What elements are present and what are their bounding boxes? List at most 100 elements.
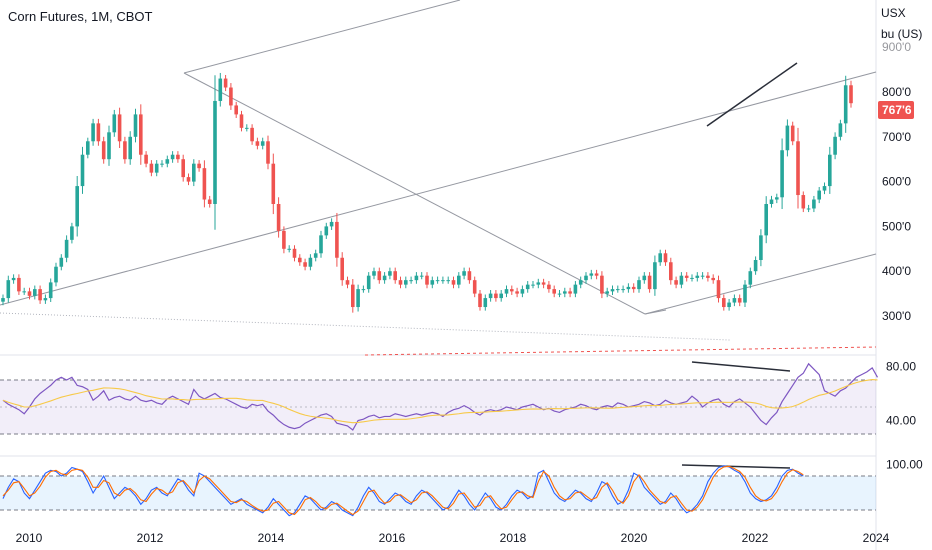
candle (504, 285, 509, 298)
candle (801, 191, 806, 213)
candle (510, 285, 514, 295)
candles-layer (1, 72, 853, 313)
channel-upper-line (183, 0, 461, 74)
candle (282, 226, 286, 254)
candle (335, 212, 339, 267)
candle (154, 160, 159, 177)
candle (525, 281, 530, 293)
candle (531, 281, 535, 289)
candle (250, 124, 254, 145)
candle (743, 280, 747, 308)
candle (563, 287, 567, 298)
candle (382, 272, 387, 284)
candle (361, 285, 366, 293)
time-tick-label: 2010 (16, 531, 43, 545)
candle (11, 274, 16, 284)
candle (255, 137, 260, 150)
candle (462, 267, 466, 280)
candle (218, 72, 223, 107)
candle (160, 160, 164, 168)
price-ticks: 300'0 400'0 500'0 600'0 700'0 800'0 900'0 (882, 40, 911, 323)
candle (441, 276, 445, 284)
stoch-k-line (2, 465, 804, 517)
rsi-ticks: 40.00 80.00 (886, 360, 916, 428)
candle (70, 222, 74, 244)
candle (260, 137, 265, 150)
candle (610, 285, 615, 295)
candle (112, 109, 117, 137)
candle (690, 274, 694, 282)
candle (764, 196, 768, 244)
current-price-tag: 767'6 (878, 101, 914, 119)
candle (186, 173, 191, 186)
candle (663, 249, 668, 266)
candle (123, 136, 127, 164)
candle (409, 276, 413, 284)
candle (822, 182, 827, 195)
candle (54, 262, 58, 287)
candle (181, 154, 185, 182)
candle (303, 258, 307, 271)
stoch-tick-label: 100.00 (886, 458, 923, 472)
candle (271, 153, 276, 215)
price-tick-label: 700'0 (882, 130, 911, 144)
candle (642, 272, 647, 284)
price-tick-label: 500'0 (882, 219, 911, 233)
rsi-tick-label: 80.00 (886, 360, 916, 374)
candle (732, 294, 737, 307)
candle (706, 272, 710, 282)
candle (446, 276, 450, 284)
candle (133, 108, 138, 143)
candle (499, 290, 503, 302)
candle (679, 272, 684, 289)
candle (377, 267, 382, 284)
candle (170, 151, 175, 163)
candle (833, 132, 837, 160)
candle (356, 284, 360, 312)
candle (86, 137, 90, 159)
candle (229, 83, 233, 110)
candle (393, 267, 397, 284)
candle (276, 197, 281, 238)
price-unit-line1: USX (881, 6, 906, 20)
candle (239, 110, 244, 132)
rsi-ma-line (2, 379, 878, 424)
candle (192, 159, 196, 187)
candle (308, 254, 313, 271)
candle (80, 146, 85, 194)
candle (388, 267, 392, 280)
current-price-text: 767'6 (882, 103, 912, 117)
candle (520, 285, 525, 298)
candle (340, 252, 344, 286)
candle (6, 275, 11, 303)
candle (838, 119, 843, 141)
candle (298, 254, 302, 266)
candle (790, 121, 795, 146)
candle (796, 127, 800, 209)
price-tick-label: 300'0 (882, 309, 911, 323)
candle (117, 107, 122, 148)
candle (435, 276, 440, 284)
candle (451, 276, 456, 289)
candle (605, 287, 609, 298)
candle (780, 138, 784, 210)
candle (457, 272, 461, 289)
candle (584, 272, 588, 284)
candle (414, 272, 419, 284)
candle (176, 151, 180, 163)
candle (372, 267, 376, 280)
candle (467, 267, 472, 284)
candle (202, 160, 207, 208)
time-tick-label: 2018 (500, 531, 527, 545)
candle (684, 272, 689, 282)
candle (552, 285, 556, 298)
candle (101, 136, 106, 164)
candle (785, 119, 790, 157)
candle (817, 186, 821, 204)
rsi-tick-label: 40.00 (886, 414, 916, 428)
candle (637, 276, 641, 293)
candle (366, 272, 371, 293)
candle (22, 287, 26, 295)
price-tick-label: 900'0 (882, 40, 911, 54)
